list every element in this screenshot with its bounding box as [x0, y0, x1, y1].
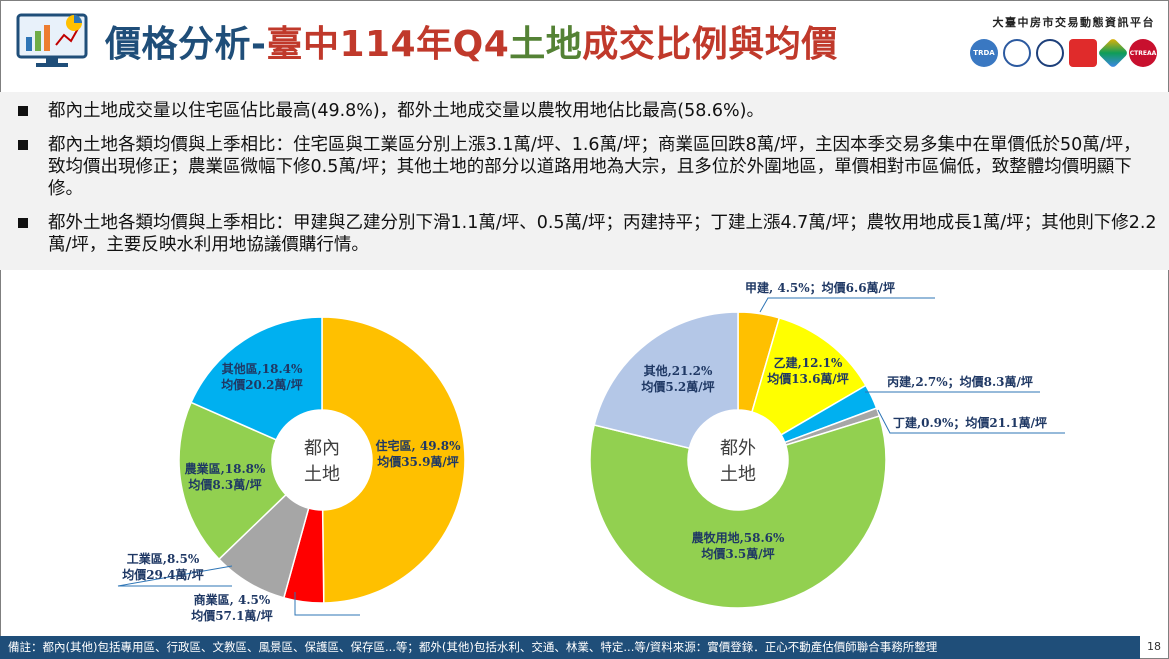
slice-其他區	[190, 316, 323, 441]
slice-label-乙建: 乙建,12.1%	[774, 355, 843, 370]
slice-price-label-工業區: 均價29.4萬/坪	[122, 567, 204, 582]
platform-name: 大臺中房市交易動態資訊平台	[992, 16, 1155, 29]
center-label-line: 都內	[304, 438, 340, 459]
slice-label-工業區: 工業區,8.5%	[127, 551, 200, 566]
slice-label-農業區: 農業區,18.8%	[185, 461, 266, 476]
center-label-line: 都外	[720, 438, 756, 459]
building-logo-icon	[1003, 39, 1031, 67]
slice-住宅區	[321, 316, 466, 604]
slice-label-商業區: 商業區, 4.5%	[194, 592, 271, 607]
slice-price-label-乙建: 均價13.6萬/坪	[767, 371, 849, 386]
ctreaa-logo-icon: CTREAA	[1129, 39, 1157, 67]
association-seal-icon	[1036, 39, 1064, 67]
slice-農牧用地	[589, 415, 887, 609]
slice-其他	[593, 311, 739, 450]
taichung-logo-icon	[1069, 39, 1097, 67]
page-number: 18	[1147, 640, 1161, 653]
slice-label-其他: 其他,21.2%	[644, 363, 713, 378]
title-land: 土地	[509, 24, 583, 65]
bullet-square-icon	[18, 106, 28, 116]
slice-乙建	[751, 316, 867, 436]
slice-price-label-農業區: 均價8.3萬/坪	[188, 477, 261, 492]
slice-price-label-其他區: 均價20.2萬/坪	[221, 377, 303, 392]
slice-price-label-其他: 均價5.2萬/坪	[641, 379, 714, 394]
title-suffix: 成交比例與均價	[582, 24, 838, 65]
slice-農業區	[178, 401, 288, 561]
slice-label-住宅區: 住宅區, 49.8%	[376, 438, 462, 453]
slice-price-label-商業區: 均價57.1萬/坪	[191, 608, 273, 623]
title-prefix: 價格分析-	[105, 24, 267, 65]
center-label-line: 土地	[720, 464, 756, 485]
slice-label-甲建: 甲建, 4.5%；均價6.6萬/坪	[745, 280, 895, 295]
center-label-line: 土地	[304, 464, 340, 485]
slice-label-農牧用地: 農牧用地,58.6%	[692, 530, 785, 545]
bullet-square-icon	[18, 140, 28, 150]
bullet-text: 都內土地成交量以住宅區佔比最高(49.8%)，都外土地成交量以農牧用地佔比最高(…	[48, 101, 764, 121]
slice-price-label-住宅區: 均價35.9萬/坪	[377, 454, 459, 469]
leader-line	[117, 565, 233, 587]
summary-bullets: 都內土地成交量以住宅區佔比最高(49.8%)，都外土地成交量以農牧用地佔比最高(…	[0, 92, 1169, 270]
page-title: 價格分析-臺中114年Q4土地成交比例與均價	[105, 20, 838, 70]
footer-note: 備註：都內(其他)包括專用區、行政區、文教區、風景區、保護區、保存區...等；都…	[0, 636, 1140, 659]
diamond-logo-icon	[1097, 37, 1129, 69]
title-period: 臺中114年Q4	[266, 24, 510, 65]
analytics-monitor-icon	[16, 13, 88, 67]
bullet-text: 都內土地各類均價與上季相比：住宅區與工業區分別上漲3.1萬/坪、1.6萬/坪；商…	[48, 135, 1141, 199]
partner-logos: TRDA CTREAA	[970, 36, 1157, 70]
trda-logo-icon: TRDA	[970, 39, 998, 67]
leader-line	[294, 592, 360, 616]
donut-chart-2: 都外土地 甲建, 4.5%；均價6.6萬/坪乙建,12.1%均價13.6萬/坪 丙建…	[589, 280, 1065, 609]
leader-line	[759, 297, 935, 313]
leader-line	[877, 409, 1065, 434]
slice-label-其他區: 其他區,18.4%	[222, 361, 303, 376]
bullet-text: 都外土地各類均價與上季相比：甲建與乙建分別下滑1.1萬/坪、0.5萬/坪；丙建持…	[48, 213, 1157, 255]
slice-label-丁建: 丁建,0.9%；均價21.1萬/坪	[893, 415, 1047, 430]
slice-price-label-農牧用地: 均價3.5萬/坪	[701, 546, 774, 561]
slice-label-丙建: 丙建,2.7%；均價8.3萬/坪	[887, 374, 1033, 389]
bullet-square-icon	[18, 218, 28, 228]
